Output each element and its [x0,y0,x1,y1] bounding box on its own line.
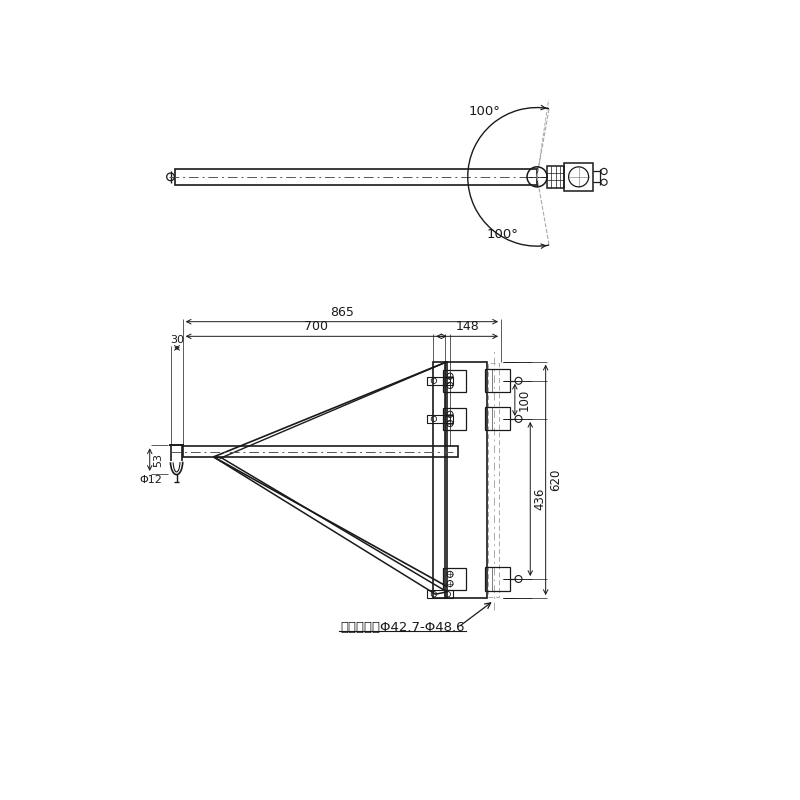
Bar [443,568,466,590]
Text: 30: 30 [170,334,184,345]
Bar [443,370,466,391]
Text: 148: 148 [455,320,479,334]
Text: 100°: 100° [469,105,501,118]
Text: 700: 700 [304,320,328,334]
Text: 100: 100 [518,389,531,411]
Bar [427,590,453,598]
Bar [564,163,594,190]
Bar [486,567,510,590]
Bar [486,407,510,430]
Bar [182,446,458,457]
Text: 対応パイプΦ42.7-Φ48.6: 対応パイプΦ42.7-Φ48.6 [340,621,465,634]
Bar [489,363,499,597]
Bar [486,370,510,392]
Bar [443,408,466,430]
Text: 53: 53 [153,453,163,466]
Text: Φ12: Φ12 [139,475,162,485]
Bar [175,169,537,185]
Bar [433,362,447,598]
Text: 436: 436 [534,488,546,510]
Bar [445,362,487,598]
Bar [547,166,564,188]
Text: 100°: 100° [486,228,518,241]
Bar [427,415,453,422]
Text: 620: 620 [549,469,562,491]
Text: 865: 865 [330,306,354,318]
Bar [427,377,453,385]
